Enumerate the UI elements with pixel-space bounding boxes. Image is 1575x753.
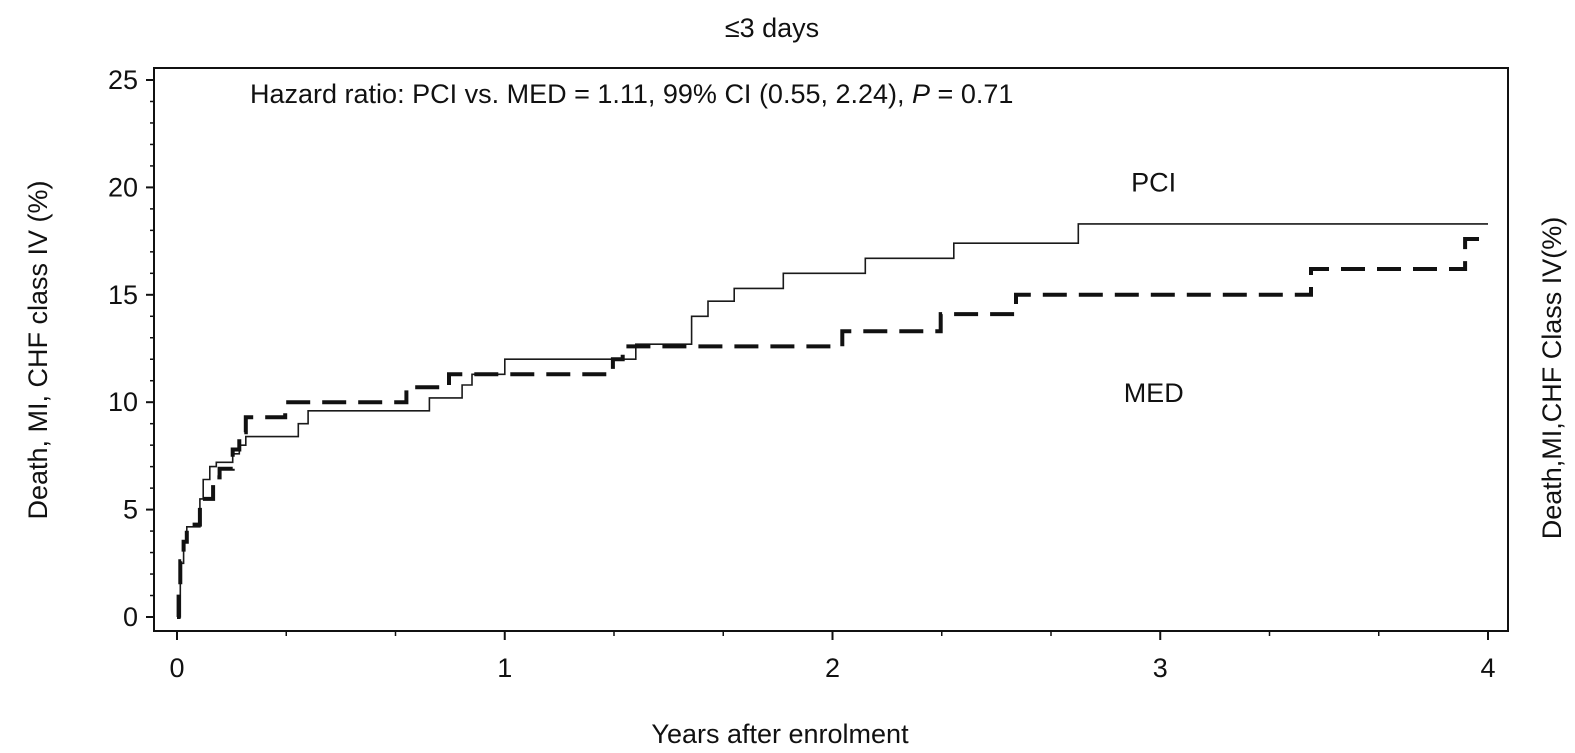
chart-title: ≤3 days	[725, 13, 819, 43]
series-label-pci: PCI	[1131, 168, 1176, 198]
hazard-ratio-annotation: Hazard ratio: PCI vs. MED = 1.11, 99% CI…	[250, 79, 1013, 109]
plot-frame	[153, 67, 1509, 632]
annotation-suffix: = 0.71	[930, 79, 1013, 109]
y-axis-label-right: Death,MI,CHF Class IV(%)	[1537, 217, 1567, 540]
y-tick-label: 10	[108, 387, 138, 417]
y-axis-label: Death, MI, CHF class IV (%)	[23, 180, 53, 519]
y-tick-label: 0	[123, 602, 138, 632]
series-labels: PCI MED	[1124, 168, 1184, 409]
x-tick-label: 1	[497, 653, 512, 683]
series-layer	[176, 223, 1488, 619]
y-axis: 0 5 10 15 20 25	[108, 65, 154, 632]
x-tick-label: 2	[825, 653, 840, 683]
y-tick-label: 15	[108, 280, 138, 310]
x-tick-label: 0	[169, 653, 184, 683]
y-tick-label: 20	[108, 172, 138, 202]
series-line-med	[176, 237, 1488, 619]
annotation-prefix: Hazard ratio: PCI vs. MED = 1.11, 99% CI…	[250, 79, 912, 109]
y-tick-label: 5	[123, 495, 138, 525]
x-axis-label: Years after enrolment	[651, 719, 909, 749]
x-tick-label: 4	[1480, 653, 1495, 683]
series-label-med: MED	[1124, 378, 1184, 408]
x-tick-label: 3	[1153, 653, 1168, 683]
annotation-p: P	[912, 79, 930, 109]
series-line-pci	[177, 223, 1488, 618]
y-tick-label: 25	[108, 65, 138, 95]
x-axis: 0 1 2 3 4	[169, 631, 1496, 683]
